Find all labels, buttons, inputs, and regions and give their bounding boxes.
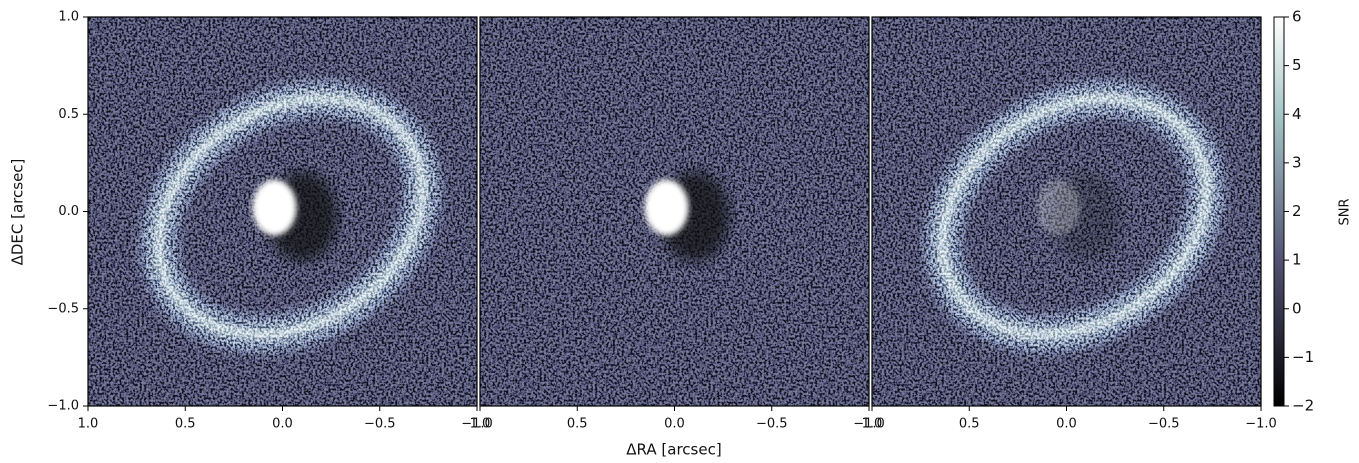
x-tick-label: 0.0 xyxy=(272,417,293,432)
y-tick-label: −0.5 xyxy=(47,301,79,316)
x-tick-label: 0.0 xyxy=(664,417,685,432)
x-tick-label: 0.0 xyxy=(1056,417,1077,432)
y-tick-label: 0.5 xyxy=(58,107,79,122)
image xyxy=(88,17,477,406)
x-axis-label: ΔRA [arcsec] xyxy=(626,441,721,459)
y-axis-label: ΔDEC [arcsec] xyxy=(9,159,27,266)
x-tick-label: 0.5 xyxy=(175,417,196,432)
x-tick-label: 0.5 xyxy=(567,417,588,432)
colorbar-tick-label: 4 xyxy=(1292,105,1302,123)
residual-bright xyxy=(253,180,297,236)
colorbar-tick-label: 3 xyxy=(1292,153,1302,171)
colorbar-tick-label: 6 xyxy=(1292,8,1302,26)
y-tick-label: 1.0 xyxy=(58,10,79,25)
x-tick-label: −1.0 xyxy=(1245,417,1277,432)
x-tick-label: 1.0 xyxy=(862,417,883,432)
x-tick-label: 1.0 xyxy=(470,417,491,432)
image xyxy=(480,17,869,406)
colorbar-tick-label: −2 xyxy=(1292,397,1314,415)
colorbar-tick-label: 1 xyxy=(1292,251,1302,269)
image xyxy=(872,17,1261,406)
colorbar-tick-label: 0 xyxy=(1292,299,1302,317)
y-tick-label: 0.0 xyxy=(58,204,79,219)
colorbar-tick-label: −1 xyxy=(1292,348,1314,366)
x-tick-label: −0.5 xyxy=(756,417,788,432)
x-tick-label: −0.5 xyxy=(1148,417,1180,432)
colorbar-tick-label: 2 xyxy=(1292,202,1302,220)
colorbar-label: SNR xyxy=(1338,198,1353,225)
x-tick-label: 0.5 xyxy=(959,417,980,432)
residual-bright xyxy=(645,180,689,236)
residual-bright xyxy=(1037,180,1081,236)
colorbar xyxy=(1274,17,1284,406)
x-tick-label: 1.0 xyxy=(78,417,99,432)
x-tick-label: −0.5 xyxy=(364,417,396,432)
y-tick-label: −1.0 xyxy=(47,399,79,414)
figure: ΔRA [arcsec] ΔDEC [arcsec] SNR 1.0 0.5 0.0… xyxy=(0,0,1359,459)
colorbar-tick-label: 5 xyxy=(1292,56,1302,74)
